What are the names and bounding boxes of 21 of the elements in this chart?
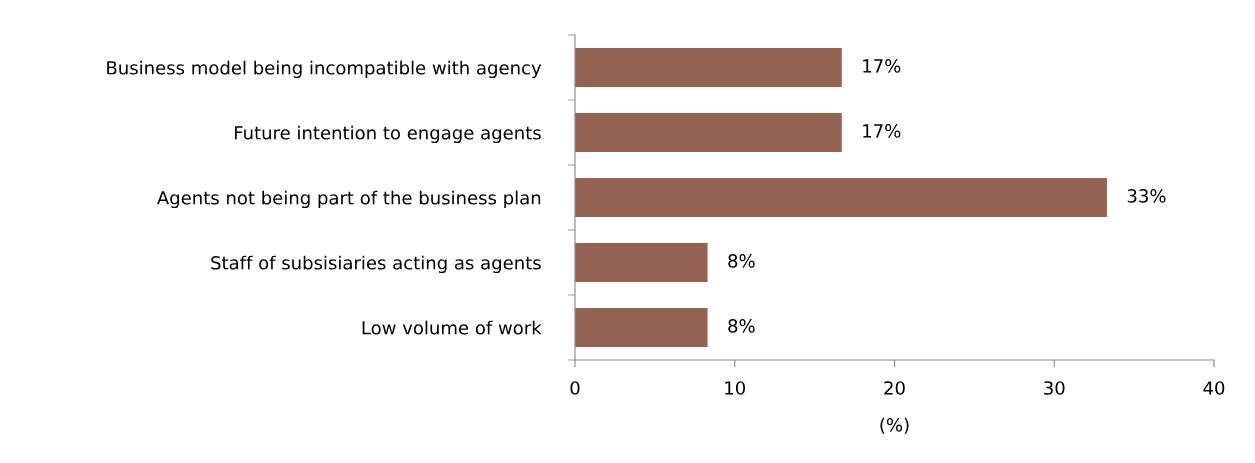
data-label: 33% <box>1127 189 1166 203</box>
data-label: 17% <box>863 59 901 73</box>
y-tick-label: Staff of subsisiaries acting as agents <box>211 255 541 274</box>
bar <box>575 178 1107 217</box>
x-tick-label: 10 <box>725 381 746 395</box>
y-tick-label: Agents not being part of the business plan <box>156 190 541 209</box>
x-axis-title: (%) <box>880 417 909 434</box>
bar <box>575 48 842 87</box>
bar <box>575 113 842 152</box>
x-tick-label: 30 <box>1044 381 1065 395</box>
y-tick-label: Low volume of work <box>362 320 542 335</box>
y-tick-label: Future intention to engage agents <box>234 125 541 144</box>
y-tick-label: Business model being incompatible with agency <box>107 60 542 79</box>
data-label: 17% <box>863 124 901 138</box>
data-label: 8% <box>728 319 755 333</box>
bar <box>575 243 708 282</box>
bar <box>575 308 708 347</box>
x-tick-label: 20 <box>884 381 905 395</box>
data-label: 8% <box>728 254 755 268</box>
x-tick-label: 0 <box>570 381 580 395</box>
x-tick-label: 40 <box>1203 381 1225 395</box>
